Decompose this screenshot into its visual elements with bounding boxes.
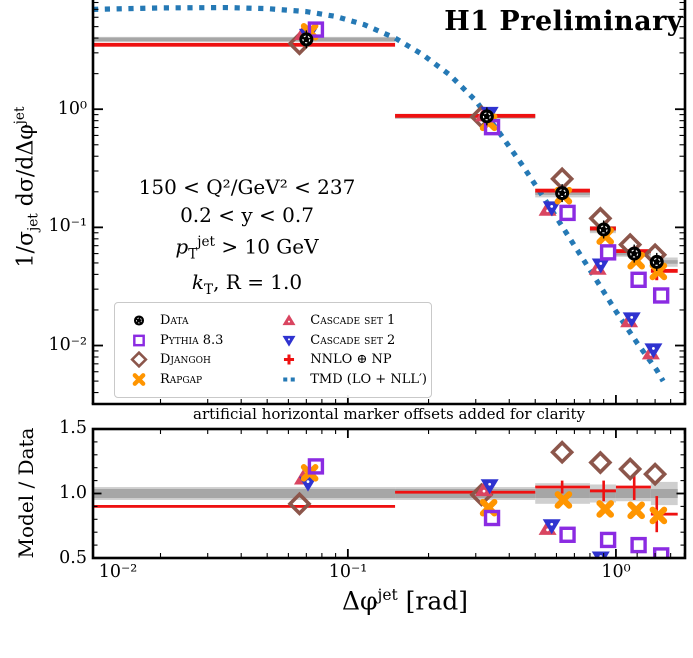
tmd-curve: [93, 4, 666, 383]
y-axis-label-main: 1/σjet dσ/dΔφjet: [12, 106, 42, 268]
cut-q2: 150 < Q²/GeV² < 237: [138, 175, 356, 199]
ratio-panel: [93, 440, 685, 558]
legend-item-cascade1: Cascade set 1: [275, 311, 427, 331]
legend: Data Pythia 8.3 Djangoh Rapgap Cascade s…: [114, 302, 432, 398]
watermark-title: H1 Preliminary: [444, 6, 683, 37]
cut-kt: kT, R = 1.0: [191, 270, 303, 299]
legend-item-djangoh: Djangoh: [125, 350, 275, 370]
cascade1-marker: [275, 312, 303, 329]
data-marker: [125, 312, 153, 329]
cuts-block: 150 < Q²/GeV² < 237 0.2 < y < 0.7 pTjet …: [97, 174, 397, 305]
pythia-points-ratio: [307, 458, 670, 558]
rapgap-points-ratio: [300, 464, 668, 525]
ratio-tick-1p5: 1.5: [59, 418, 87, 438]
x-axis-label: Δφjet [rad]: [341, 586, 469, 616]
axes-spines-ticks: [91, 0, 687, 560]
cascade2-marker: [275, 332, 303, 349]
xtick-1e0: 10⁰: [601, 562, 631, 582]
djangoh-marker: [125, 351, 153, 369]
legend-item-rapgap: Rapgap: [125, 370, 275, 390]
data-points-main: [299, 30, 664, 271]
ytick-1e0: 10⁰: [57, 99, 87, 119]
tmd-marker: [275, 371, 303, 388]
legend-item-nnlo: NNLO ⊕ NP: [275, 350, 427, 370]
cut-y: 0.2 < y < 0.7: [180, 202, 314, 227]
legend-item-cascade2: Cascade set 2: [275, 331, 427, 351]
pythia-marker: [125, 332, 153, 349]
ytick-1e-2: 10⁻²: [48, 335, 87, 355]
cut-pt: pTjet > 10 GeV: [175, 234, 319, 263]
cascade2-points-ratio: [298, 476, 610, 558]
ytick-1e-1: 10⁻¹: [48, 216, 87, 236]
ratio-tick-0p5: 0.5: [59, 548, 87, 568]
legend-item-data: Data: [125, 311, 275, 331]
rapgap-marker: [125, 371, 153, 388]
main-panel: [93, 4, 678, 383]
y-axis-label-ratio: Model / Data: [14, 427, 38, 559]
xtick-1e-2: 10⁻²: [98, 562, 138, 582]
nnlo-marker: [275, 351, 303, 368]
legend-item-pythia: Pythia 8.3: [125, 331, 275, 351]
pythia-points-main: [307, 21, 670, 304]
xtick-1e-1: 10⁻¹: [328, 562, 368, 582]
offset-note: artificial horizontal marker offsets add…: [193, 405, 585, 423]
ratio-tick-1p0: 1.0: [59, 483, 87, 503]
legend-item-tmd: TMD (LO + NLL′): [275, 370, 427, 390]
